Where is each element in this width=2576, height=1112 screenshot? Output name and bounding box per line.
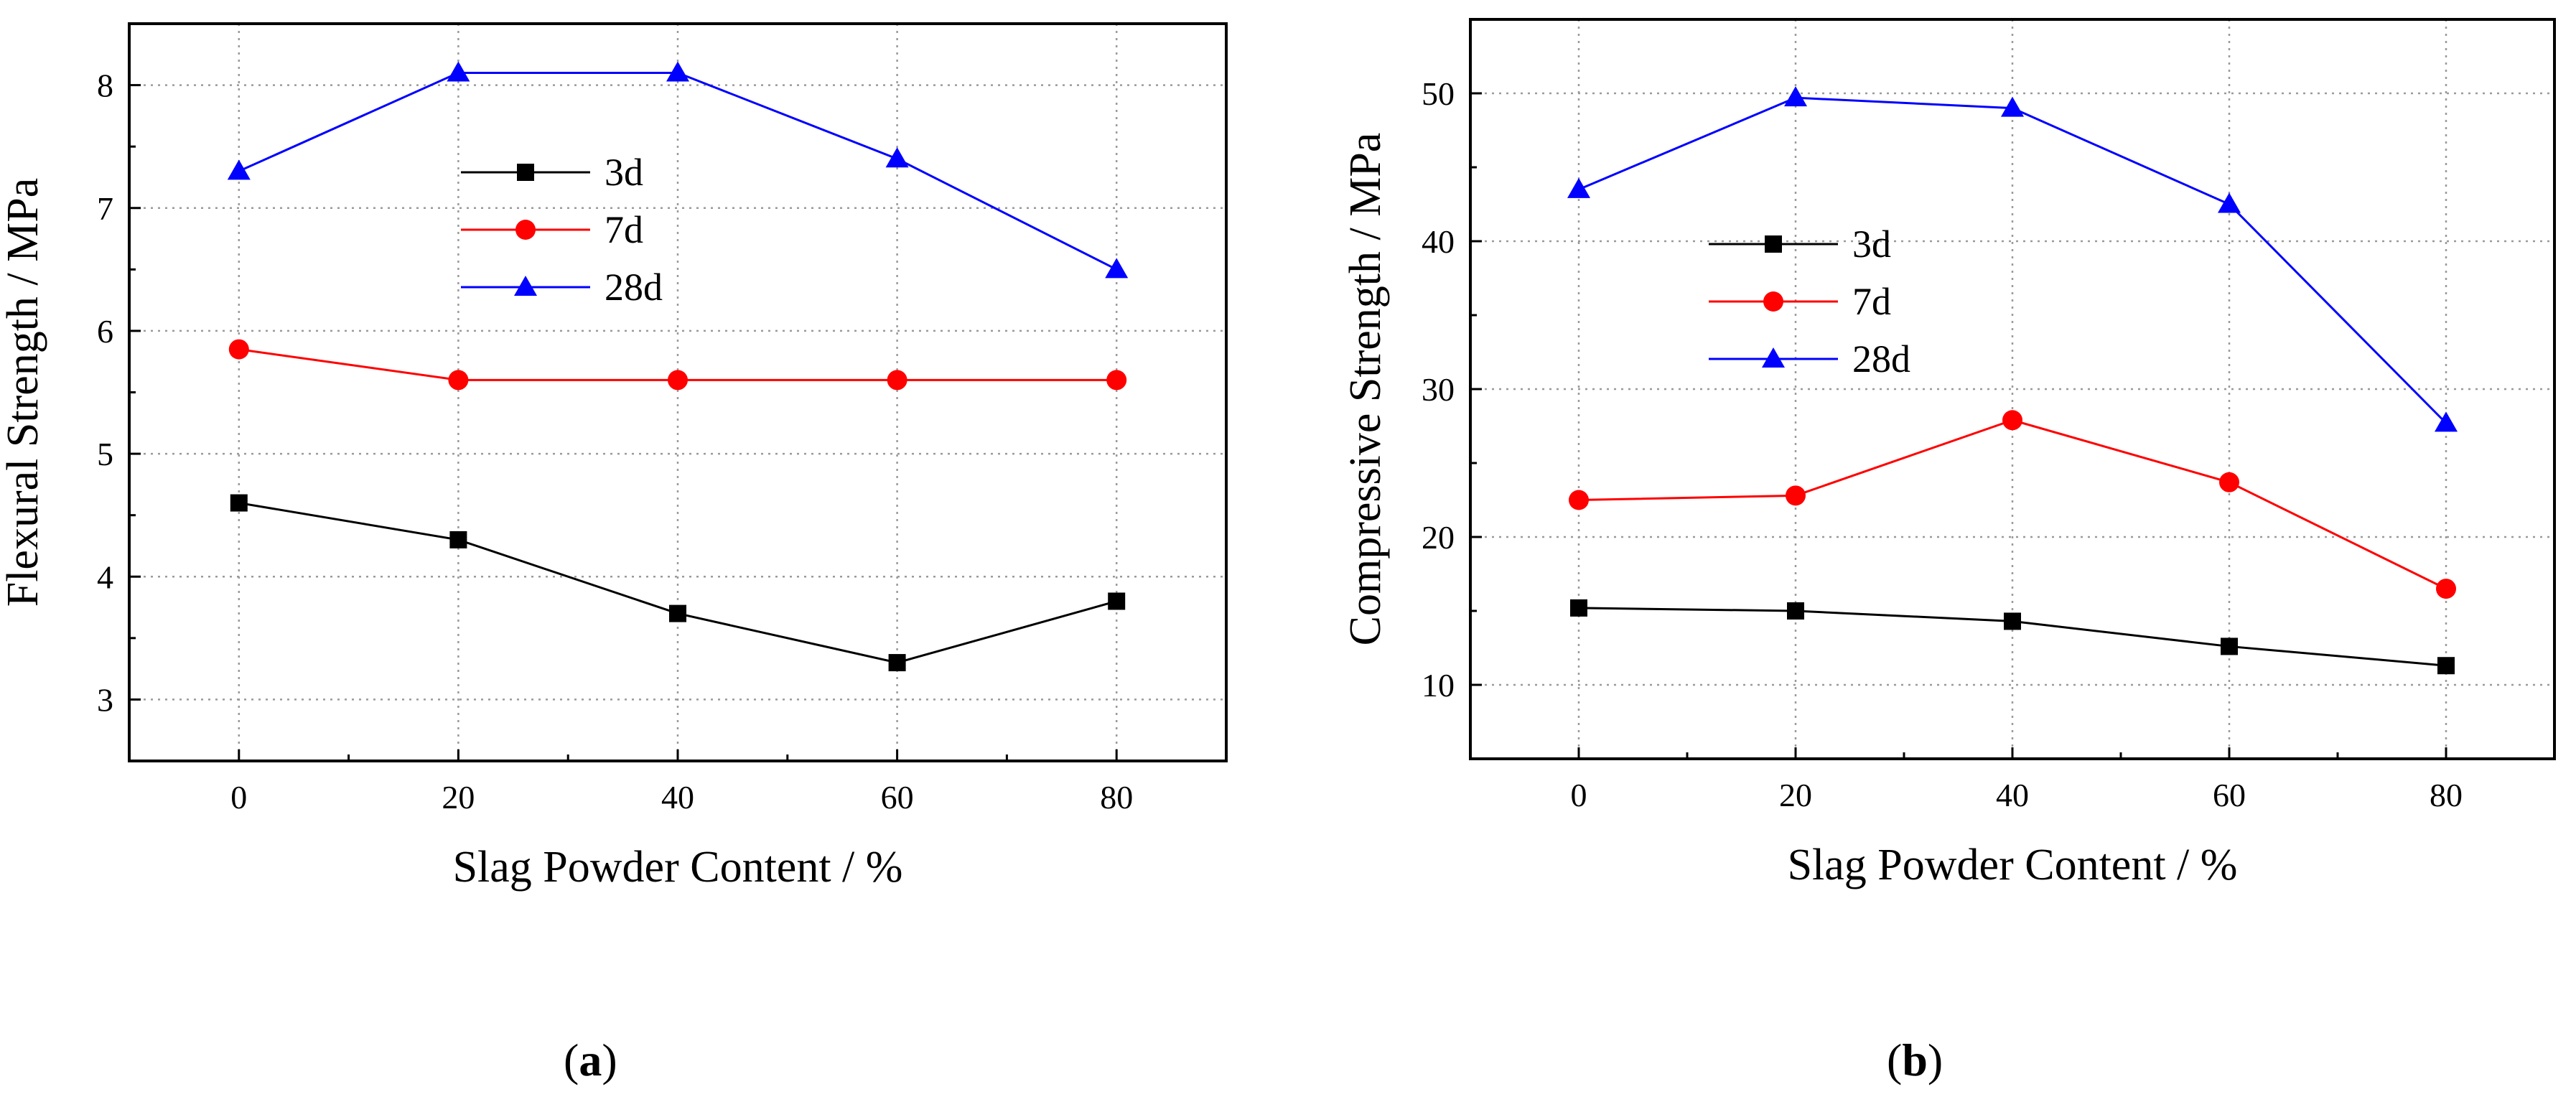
chart-a: 0 20 40 60 80 3 4 5 6 7 8 Slag Powder Content / % Fl… — [0, 22, 1228, 892]
y-tick-label: 40 — [1422, 223, 1455, 260]
data-point-7d — [1106, 370, 1127, 391]
legend-marker-28d — [514, 276, 537, 296]
data-point-7d — [1786, 485, 1806, 506]
x-tick-label: 20 — [442, 779, 475, 816]
y-tick-label: 5 — [97, 436, 113, 472]
legend-label-28d: 28d — [605, 266, 663, 309]
data-point-3d — [1570, 599, 1587, 617]
x-tick-label: 60 — [881, 779, 914, 816]
y-axis-label: Flexural Strength / MPa — [0, 178, 47, 607]
data-point-28d — [2001, 96, 2024, 117]
series-line-28d — [1578, 96, 2447, 424]
data-point-3d — [1787, 602, 1804, 620]
legend-label-3d: 3d — [605, 151, 643, 194]
data-point-7d — [668, 370, 688, 391]
legend-marker-3d — [517, 164, 534, 181]
x-tick-label: 0 — [230, 779, 247, 816]
legend-label-7d: 7d — [1852, 280, 1891, 323]
x-tick-label: 80 — [2430, 777, 2463, 813]
series-7d — [228, 339, 1127, 391]
x-axis-label: Slag Powder Content / % — [1788, 841, 2238, 889]
x-tick-label: 20 — [1779, 777, 1812, 813]
data-point-3d — [449, 531, 467, 548]
y-tick-label: 3 — [97, 681, 113, 718]
data-point-3d — [669, 604, 686, 622]
legend: 3d 7d 28d — [461, 151, 663, 309]
data-point-3d — [888, 654, 906, 672]
y-tick-label: 8 — [97, 67, 113, 104]
x-tick-label: 0 — [1571, 777, 1587, 813]
legend: 3d 7d 28d — [1709, 223, 1910, 380]
series-3d — [1570, 599, 2455, 675]
y-tick-label: 6 — [97, 313, 113, 350]
y-axis-label: Compressive Strength / MPa — [1341, 133, 1390, 646]
data-point-28d — [447, 61, 470, 82]
legend-label-28d: 28d — [1852, 337, 1910, 380]
data-point-28d — [885, 147, 909, 168]
panel-label-b: (b) — [1887, 1034, 1943, 1085]
plot-frame — [1469, 18, 2556, 760]
y-tick-label: 20 — [1422, 519, 1455, 556]
series-7d — [1569, 410, 2456, 599]
data-point-28d — [1784, 86, 1807, 107]
data-point-7d — [1569, 490, 1589, 510]
data-point-28d — [2435, 411, 2458, 432]
legend-label-3d: 3d — [1852, 223, 1891, 266]
legend-marker-7d — [515, 220, 536, 240]
y-tick-label: 10 — [1422, 667, 1455, 704]
series-28d — [1567, 86, 2458, 432]
y-tick-label: 50 — [1422, 75, 1455, 112]
data-point-3d — [1108, 592, 1126, 610]
data-point-3d — [2221, 637, 2238, 655]
data-point-28d — [666, 61, 689, 82]
data-point-7d — [2436, 579, 2456, 599]
data-point-7d — [2002, 410, 2022, 431]
data-point-7d — [887, 370, 907, 391]
y-tick-label: 4 — [97, 559, 113, 595]
data-point-28d — [1105, 258, 1129, 279]
legend-label-7d: 7d — [605, 208, 643, 251]
x-tick-label: 40 — [1996, 777, 2029, 813]
legend-marker-3d — [1765, 235, 1782, 253]
legend-marker-7d — [1763, 291, 1783, 312]
data-point-7d — [2219, 472, 2239, 492]
chart-b: 0 20 40 60 80 10 20 30 40 50 Slag Powder Content /… — [1341, 18, 2556, 889]
x-tick-label: 40 — [661, 779, 694, 816]
y-tick-label: 30 — [1422, 371, 1455, 408]
x-axis-label: Slag Powder Content / % — [453, 843, 903, 892]
data-point-28d — [227, 159, 251, 180]
data-point-3d — [2004, 612, 2021, 630]
data-point-7d — [448, 370, 469, 391]
x-tick-label: 60 — [2213, 777, 2246, 813]
data-point-3d — [2437, 657, 2455, 675]
legend-marker-28d — [1762, 347, 1785, 368]
series-28d — [227, 61, 1129, 279]
data-point-28d — [2218, 192, 2241, 213]
x-tick-label: 80 — [1100, 779, 1133, 816]
data-point-3d — [230, 494, 248, 512]
data-point-28d — [1567, 177, 1590, 198]
panel-label-a: (a) — [564, 1034, 617, 1085]
data-point-7d — [228, 339, 249, 360]
series-line-7d — [1578, 419, 2447, 590]
series-3d — [230, 494, 1126, 672]
y-tick-label: 7 — [97, 190, 113, 227]
